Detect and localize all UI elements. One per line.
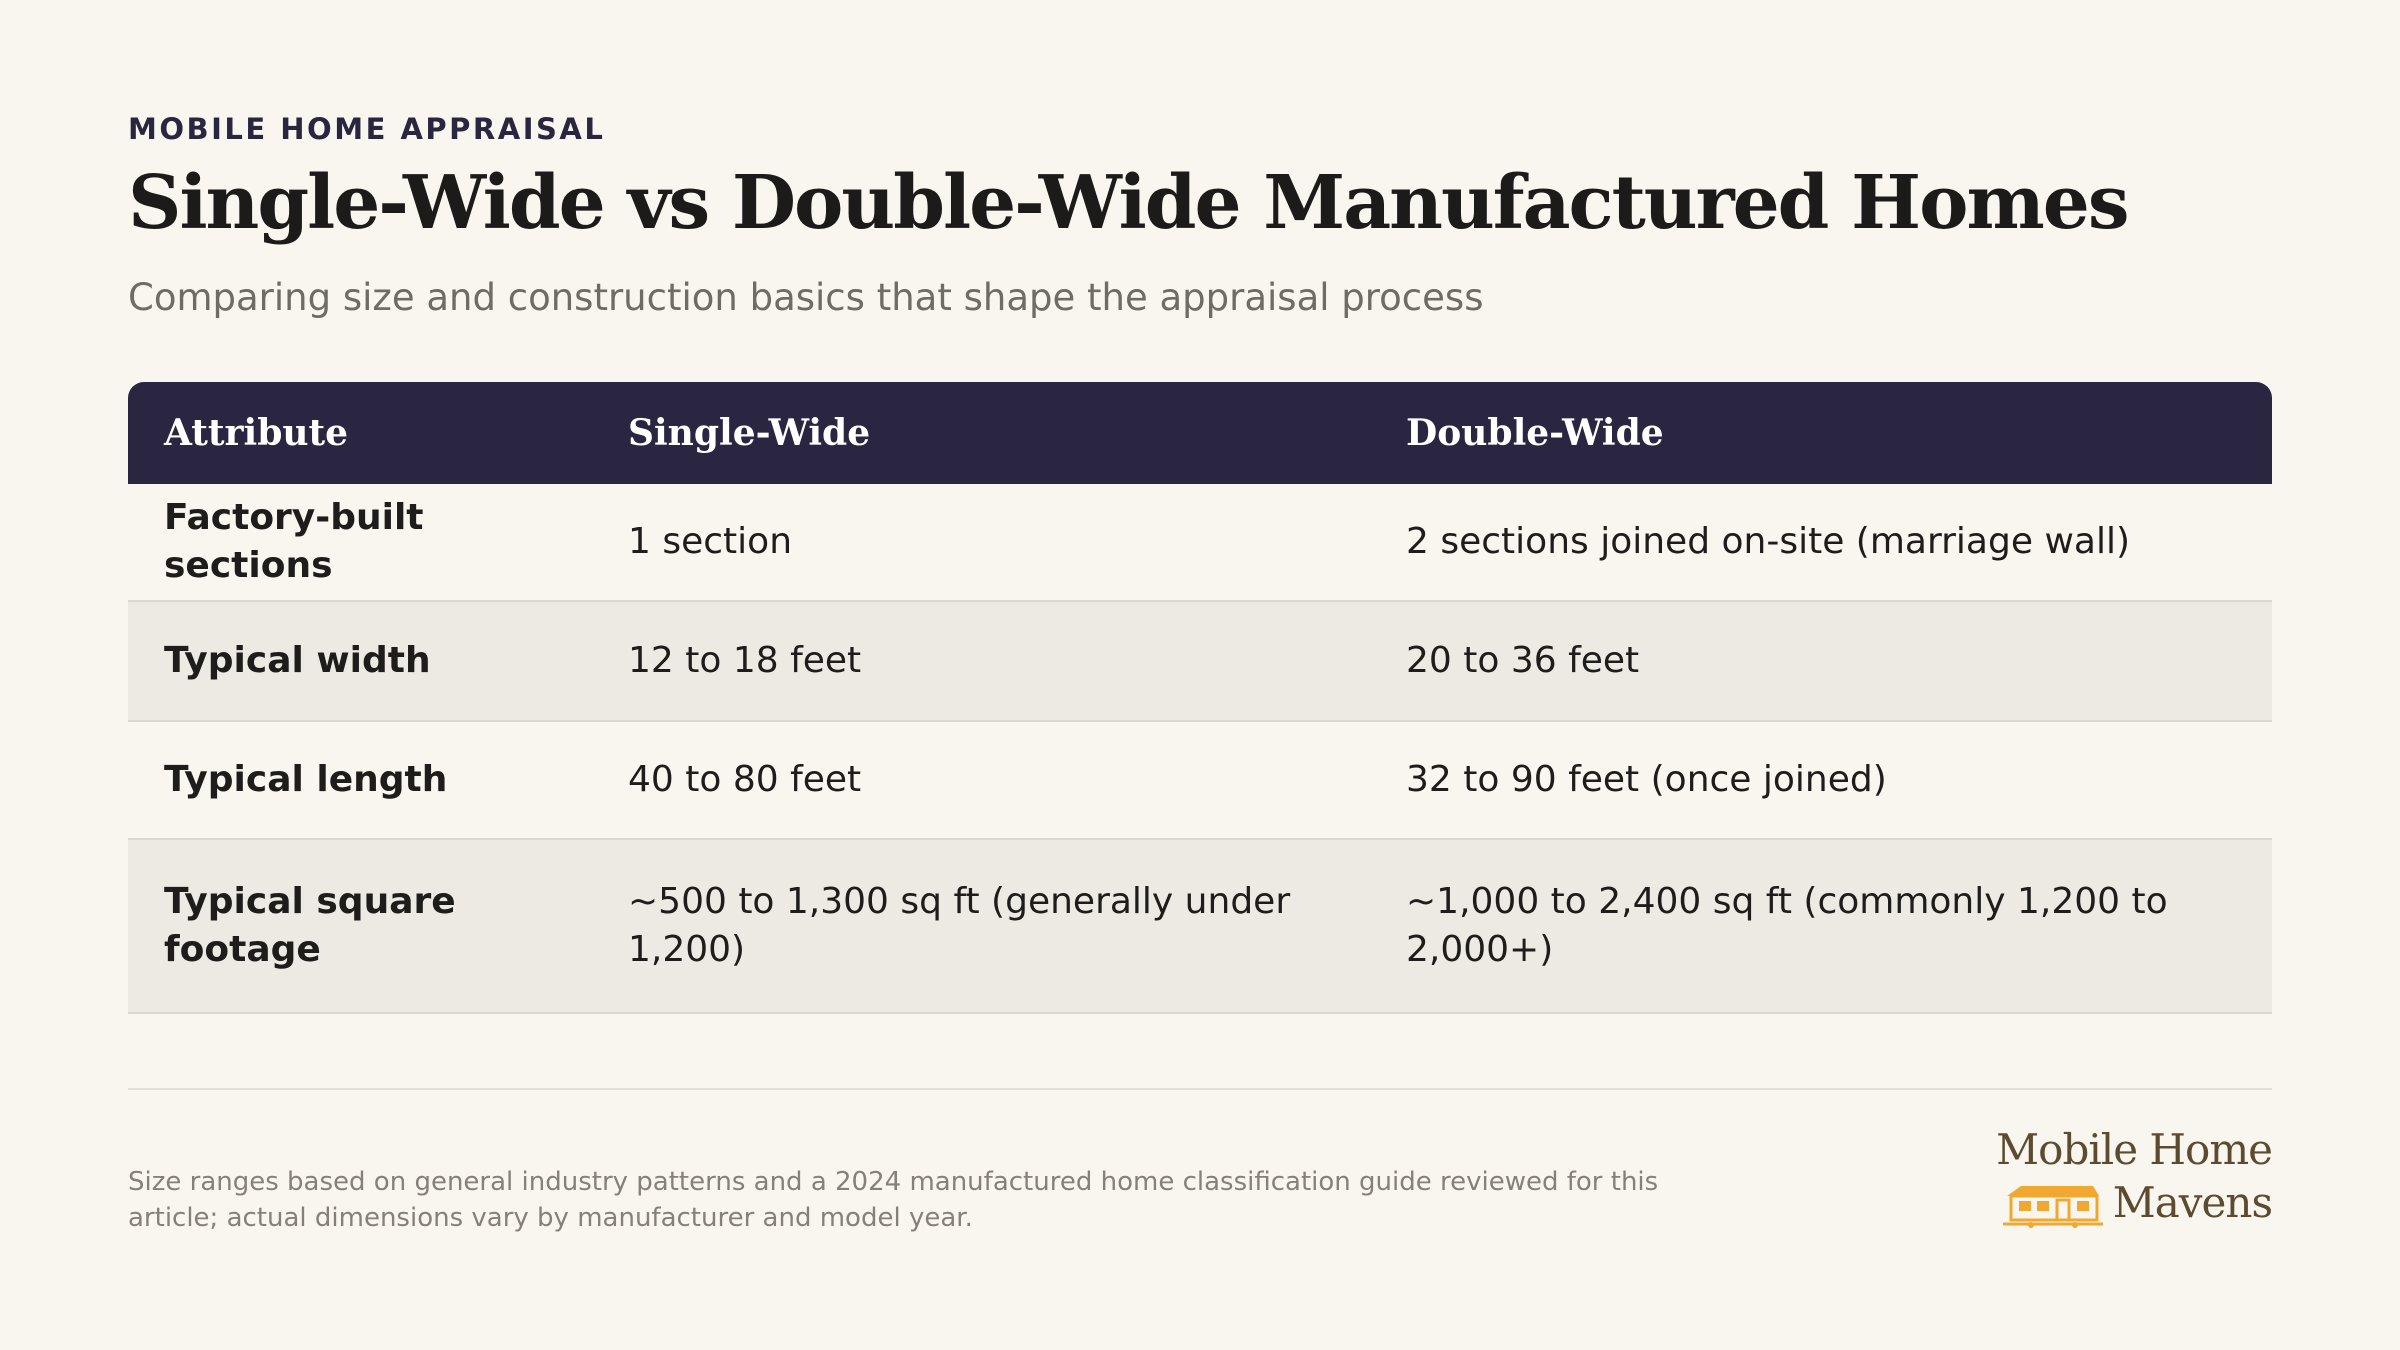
logo-text-line1: Mobile Home (1996, 1125, 2273, 1174)
row-label: Factory-built sections (164, 497, 424, 586)
brand-logo: Mobile Home Mavens (1972, 1124, 2273, 1234)
double-wide-cell: 2 sections joined on-site (marriage wall… (1406, 521, 2130, 562)
page: MOBILE HOME APPRAISAL Single-Wide vs Dou… (128, 0, 2273, 1350)
table-row: Typical length 40 to 80 feet 32 to 90 fe… (128, 722, 2272, 840)
double-wide-cell: 20 to 36 feet (1406, 640, 1640, 681)
table-row: Typical square footage ~500 to 1,300 sq … (128, 840, 2272, 1014)
double-wide-cell: ~1,000 to 2,400 sq ft (commonly 1,200 to… (1406, 881, 2168, 970)
table-header: Attribute Single-Wide Double-Wide (128, 382, 2272, 484)
single-wide-cell: 40 to 80 feet (628, 759, 862, 800)
table-row: Factory-built sections 1 section 2 secti… (128, 484, 2272, 602)
row-label: Typical length (164, 759, 448, 800)
table-row: Typical width 12 to 18 feet 20 to 36 fee… (128, 602, 2272, 722)
row-label: Typical square footage (164, 881, 456, 970)
header-double-wide: Double-Wide (1406, 412, 1664, 454)
page-title: Single-Wide vs Double-Wide Manufactured … (128, 160, 2129, 246)
header-attribute: Attribute (164, 412, 349, 454)
comparison-table: Attribute Single-Wide Double-Wide Factor… (128, 382, 2272, 1014)
footer-divider (128, 1088, 2272, 1090)
single-wide-cell: ~500 to 1,300 sq ft (generally under 1,2… (628, 881, 1291, 970)
logo-line2: Mavens (1972, 1176, 2273, 1230)
logo-text-line2: Mavens (2112, 1178, 2273, 1227)
header-single-wide: Single-Wide (628, 412, 871, 454)
row-label: Typical width (164, 640, 431, 681)
mobile-home-icon (2002, 1186, 2103, 1228)
source-footnote: Size ranges based on general industry pa… (128, 1167, 1659, 1233)
single-wide-cell: 1 section (628, 521, 793, 562)
eyebrow-label: MOBILE HOME APPRAISAL (128, 112, 606, 146)
single-wide-cell: 12 to 18 feet (628, 640, 862, 681)
page-subtitle: Comparing size and construction basics t… (128, 276, 1484, 319)
double-wide-cell: 32 to 90 feet (once joined) (1406, 759, 1887, 800)
